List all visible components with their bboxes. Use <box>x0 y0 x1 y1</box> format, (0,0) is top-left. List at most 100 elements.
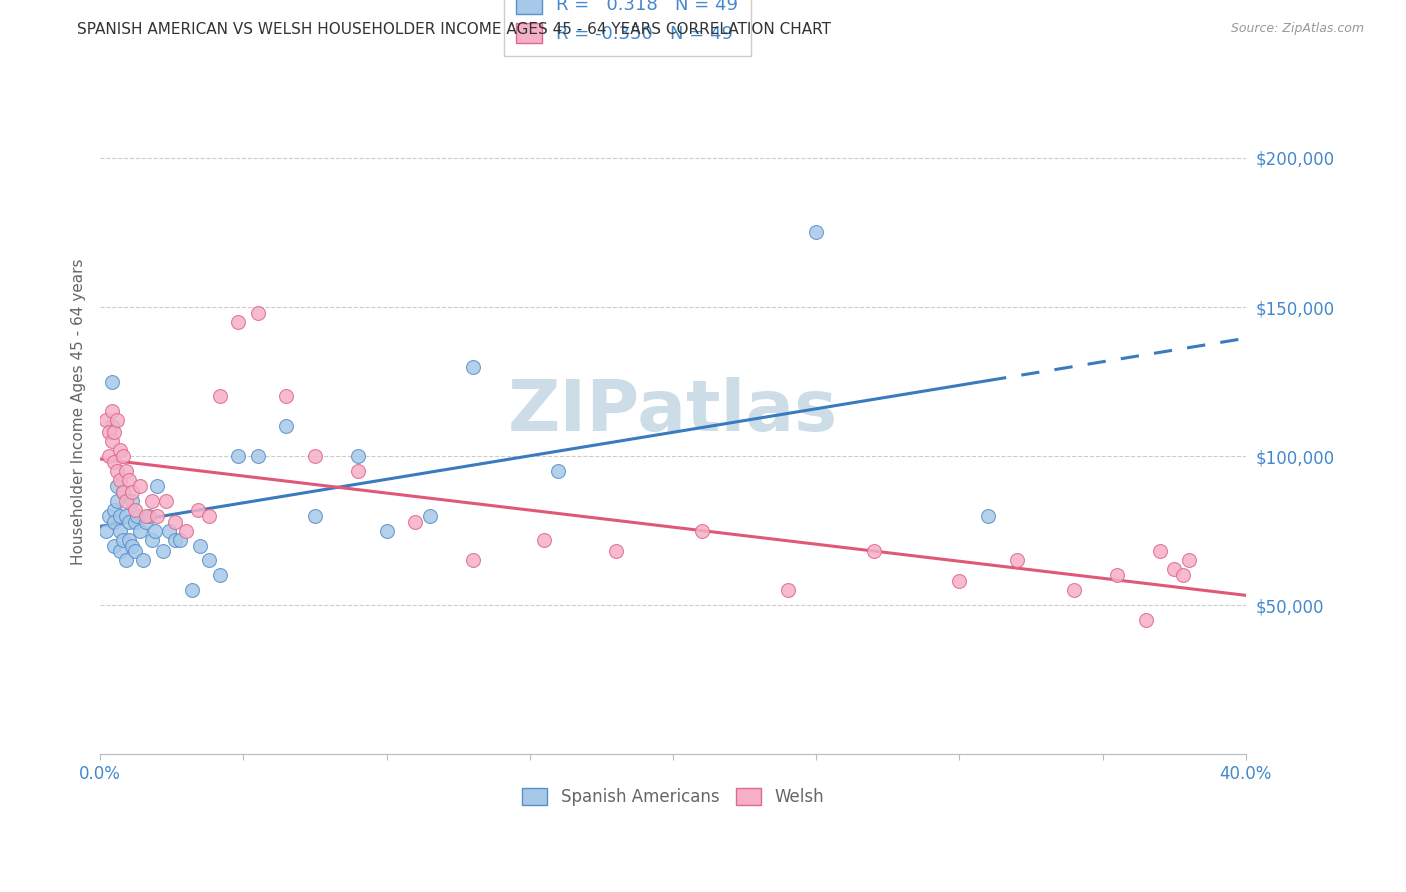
Point <box>105 479 128 493</box>
Point <box>112 533 135 547</box>
Point <box>118 533 141 547</box>
Point <box>461 553 484 567</box>
Point <box>186 502 208 516</box>
Point <box>135 515 157 529</box>
Point <box>143 524 166 538</box>
Point <box>138 508 160 523</box>
Point <box>127 508 149 523</box>
Point <box>108 473 131 487</box>
Point <box>94 413 117 427</box>
Point <box>103 425 125 440</box>
Point <box>404 515 426 529</box>
Point <box>97 449 120 463</box>
Point <box>108 508 131 523</box>
Point <box>94 524 117 538</box>
Text: ZIPatlas: ZIPatlas <box>508 376 838 446</box>
Point <box>105 464 128 478</box>
Point <box>108 524 131 538</box>
Point <box>155 493 177 508</box>
Point <box>1171 568 1194 582</box>
Point <box>209 389 232 403</box>
Point <box>806 226 828 240</box>
Point <box>100 434 122 449</box>
Point <box>1105 568 1128 582</box>
Point <box>169 533 191 547</box>
Point <box>103 539 125 553</box>
Point <box>112 484 135 499</box>
Point <box>163 533 186 547</box>
Y-axis label: Householder Income Ages 45 - 64 years: Householder Income Ages 45 - 64 years <box>72 258 86 565</box>
Point <box>209 568 232 582</box>
Point <box>124 544 146 558</box>
Point <box>226 315 249 329</box>
Point <box>690 524 713 538</box>
Point <box>146 479 169 493</box>
Point <box>246 449 269 463</box>
Point <box>157 524 180 538</box>
Point <box>141 493 163 508</box>
Point <box>112 484 135 499</box>
Point <box>108 544 131 558</box>
Point <box>547 464 569 478</box>
Point <box>304 508 326 523</box>
Point <box>115 464 138 478</box>
Point <box>103 515 125 529</box>
Point <box>115 553 138 567</box>
Point <box>97 425 120 440</box>
Point <box>862 544 884 558</box>
Point <box>174 524 197 538</box>
Point <box>124 515 146 529</box>
Point <box>118 515 141 529</box>
Point <box>100 375 122 389</box>
Legend: Spanish Americans, Welsh: Spanish Americans, Welsh <box>515 780 832 814</box>
Point <box>776 583 799 598</box>
Point <box>97 508 120 523</box>
Point <box>100 404 122 418</box>
Point <box>276 389 298 403</box>
Point <box>129 524 152 538</box>
Point <box>347 449 370 463</box>
Point <box>533 533 555 547</box>
Point <box>190 539 212 553</box>
Text: Source: ZipAtlas.com: Source: ZipAtlas.com <box>1230 22 1364 36</box>
Point <box>198 508 221 523</box>
Point <box>1177 553 1199 567</box>
Point <box>141 533 163 547</box>
Text: SPANISH AMERICAN VS WELSH HOUSEHOLDER INCOME AGES 45 - 64 YEARS CORRELATION CHAR: SPANISH AMERICAN VS WELSH HOUSEHOLDER IN… <box>77 22 831 37</box>
Point <box>115 508 138 523</box>
Point <box>135 508 157 523</box>
Point <box>124 502 146 516</box>
Point <box>121 493 143 508</box>
Point <box>304 449 326 463</box>
Point <box>198 553 221 567</box>
Point <box>121 539 143 553</box>
Point <box>226 449 249 463</box>
Point <box>121 484 143 499</box>
Point <box>375 524 398 538</box>
Point <box>977 508 1000 523</box>
Point <box>163 515 186 529</box>
Point <box>108 443 131 458</box>
Point <box>948 574 970 589</box>
Point <box>132 553 155 567</box>
Point <box>246 306 269 320</box>
Point <box>461 359 484 374</box>
Point <box>152 544 174 558</box>
Point <box>1135 613 1157 627</box>
Point <box>103 502 125 516</box>
Point <box>1149 544 1171 558</box>
Point <box>146 508 169 523</box>
Point <box>100 419 122 434</box>
Point <box>1163 562 1185 576</box>
Point <box>129 479 152 493</box>
Point <box>347 464 370 478</box>
Point <box>276 419 298 434</box>
Point <box>105 413 128 427</box>
Point <box>103 455 125 469</box>
Point <box>112 449 135 463</box>
Point <box>118 473 141 487</box>
Point <box>180 583 202 598</box>
Point <box>1063 583 1085 598</box>
Point <box>419 508 441 523</box>
Point <box>115 493 138 508</box>
